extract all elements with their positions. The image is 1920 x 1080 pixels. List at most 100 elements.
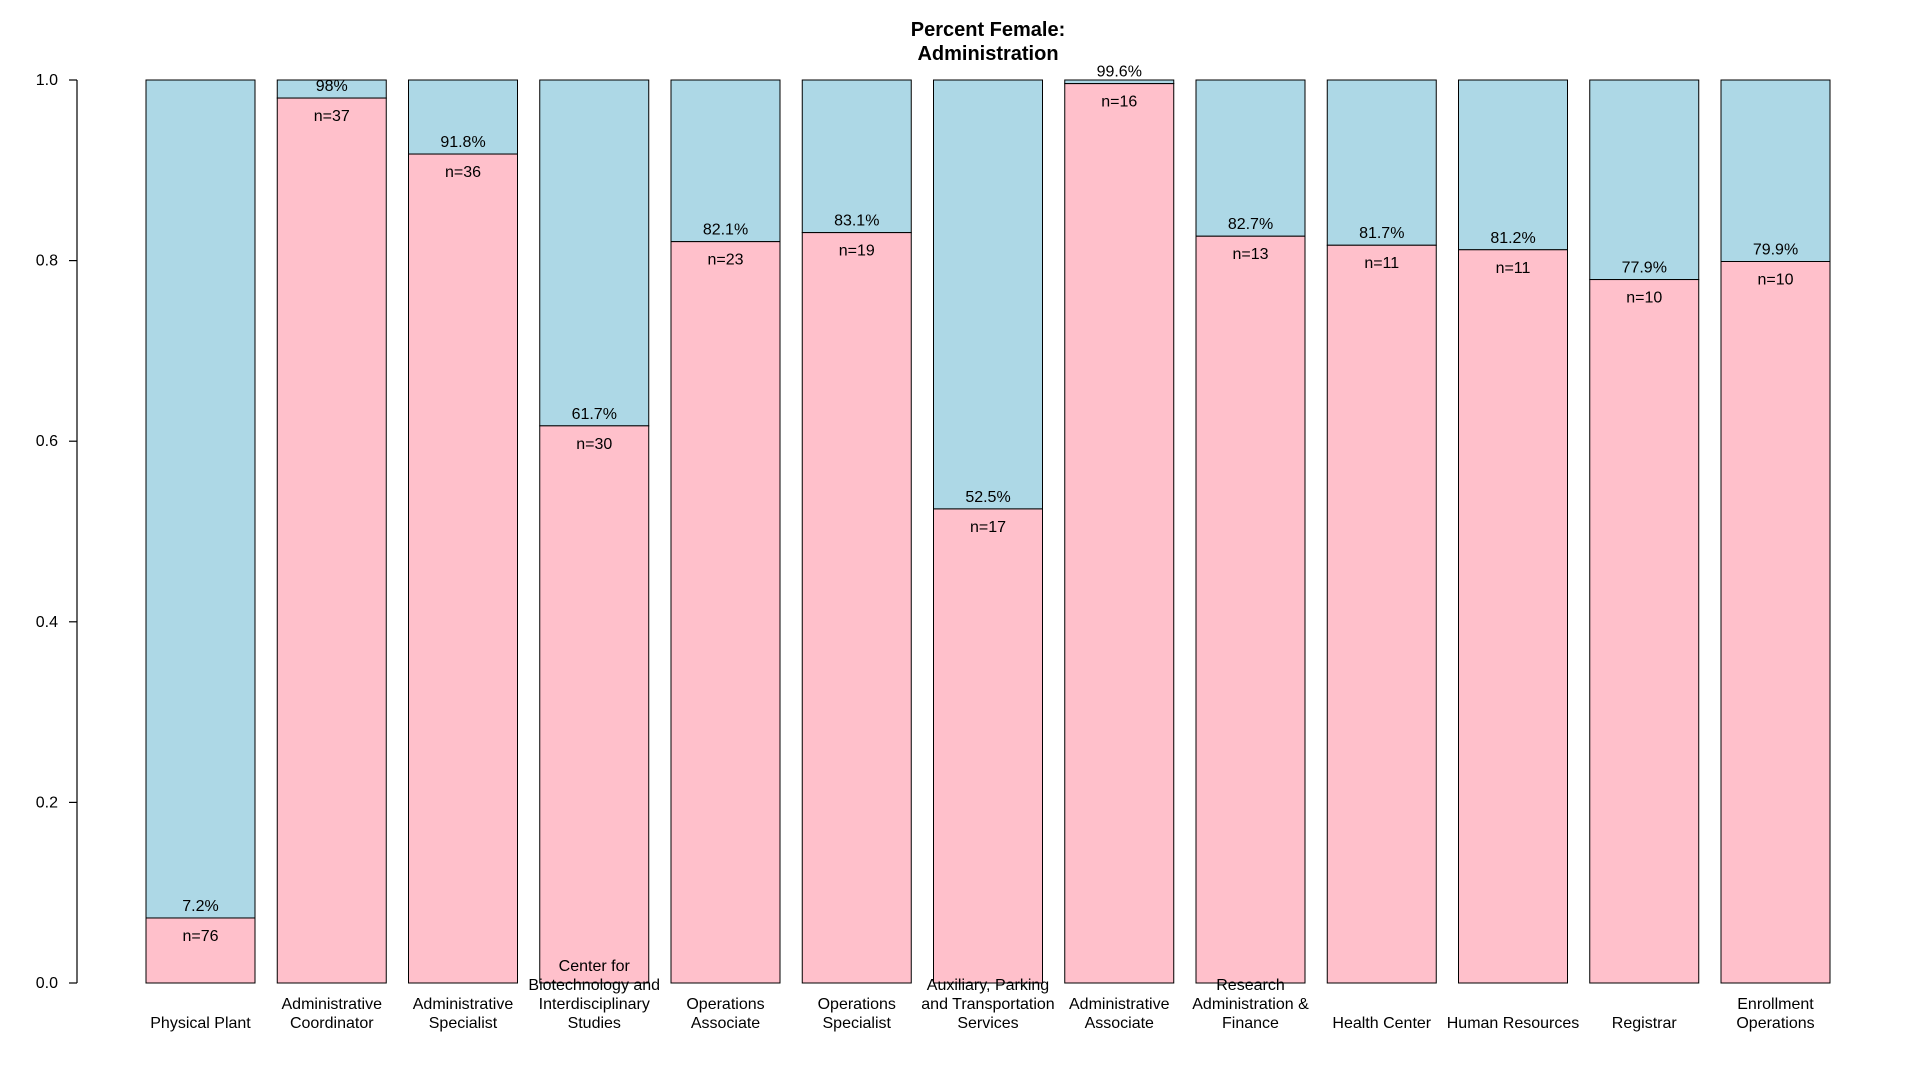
x-category-label: Services	[957, 1015, 1018, 1032]
y-axis: 0.0 0.2 0.4 0.6 0.8 1.0	[36, 72, 78, 992]
x-category-label: Research	[1216, 977, 1284, 994]
bar-percent-label: 7.2%	[182, 898, 218, 915]
bar-segment-female	[1195, 235, 1306, 984]
bar-percent-label: 82.7%	[1228, 216, 1273, 233]
x-category-label: Administrative	[413, 996, 514, 1013]
bar-segment-female	[276, 97, 387, 984]
bar-count-label: n=17	[970, 519, 1006, 536]
bar-count-label: n=30	[576, 436, 612, 453]
bar-group: 79.9% n=10	[1720, 79, 1831, 984]
x-category-label: Health Center	[1332, 1015, 1431, 1032]
bar-group: 91.8% n=36	[408, 79, 518, 984]
bar-segment-male	[1326, 79, 1437, 246]
bar-group: 99.6% n=16	[1064, 64, 1175, 984]
x-category-label: Administrative	[282, 996, 383, 1013]
y-tick-label: 0.4	[36, 614, 58, 631]
bar-segment-female	[1720, 261, 1831, 984]
bar-group: 98% n=37	[276, 78, 387, 984]
bar-count-label: n=13	[1232, 246, 1268, 263]
bar-group: 77.9% n=10	[1589, 79, 1700, 984]
bar-percent-label: 82.1%	[703, 222, 748, 239]
bar-group: 82.1% n=23	[670, 79, 781, 984]
chart-title-line: Percent Female:	[911, 19, 1066, 41]
bar-percent-label: 81.7%	[1359, 225, 1404, 242]
bar-count-label: n=37	[314, 108, 350, 125]
bar-group: 81.2% n=11	[1458, 79, 1568, 984]
bar-percent-label: 77.9%	[1622, 260, 1667, 277]
y-tick-label: 0.0	[36, 975, 58, 992]
y-tick-label: 0.6	[36, 433, 58, 450]
x-category-label: Administration &	[1192, 996, 1309, 1013]
x-category-label: Administrative	[1069, 996, 1170, 1013]
x-category-label: Physical Plant	[150, 1015, 251, 1032]
bar-segment-female	[1064, 83, 1175, 984]
bar-segment-female	[801, 232, 912, 984]
x-category-label: Finance	[1222, 1015, 1279, 1032]
bar-segment-female	[670, 241, 781, 984]
y-tick-label: 0.8	[36, 253, 58, 270]
bar-segment-male	[145, 79, 256, 919]
bar-segment-male	[1589, 79, 1700, 281]
bar-percent-label: 98%	[316, 78, 348, 95]
bar-segment-male	[1458, 79, 1568, 251]
x-category-label: Center for	[559, 958, 631, 975]
x-category-label: Enrollment	[1737, 996, 1814, 1013]
x-category-label: Studies	[568, 1015, 621, 1032]
bar-segment-female	[1458, 249, 1568, 984]
x-category-label: Human Resources	[1447, 1015, 1580, 1032]
bar-segment-male	[1195, 79, 1306, 237]
bar-count-label: n=11	[1496, 260, 1531, 277]
bar-segment-male	[1720, 79, 1831, 263]
bar-group: 81.7% n=11	[1326, 79, 1437, 984]
y-tick-label: 0.2	[36, 794, 58, 811]
bar-count-label: n=19	[839, 243, 875, 260]
bar-segment-female	[539, 425, 650, 984]
bar-count-label: n=10	[1626, 290, 1662, 307]
x-category-label: Associate	[691, 1015, 760, 1032]
bar-count-label: n=11	[1364, 255, 1399, 272]
bar-group: 83.1% n=19	[801, 79, 912, 984]
bar-segment-male	[801, 79, 912, 234]
bar-count-label: n=10	[1757, 272, 1793, 289]
bar-percent-label: 99.6%	[1097, 64, 1142, 81]
bar-percent-label: 81.2%	[1490, 230, 1535, 247]
x-category-label: Registrar	[1612, 1015, 1678, 1032]
bar-count-label: n=23	[707, 252, 743, 269]
bar-segment-male	[539, 79, 650, 427]
x-category-label: Operations	[1736, 1015, 1814, 1032]
bar-group: 52.5% n=17	[933, 79, 1043, 984]
x-category-label: Operations	[686, 996, 764, 1013]
x-category-label: Auxiliary, Parking	[927, 977, 1049, 994]
x-category-label: Operations	[818, 996, 896, 1013]
y-tick-label: 1.0	[36, 72, 58, 89]
bar-segment-female	[145, 917, 256, 984]
x-category-label: Specialist	[823, 1015, 892, 1032]
bar-group: 82.7% n=13	[1195, 79, 1306, 984]
x-category-label: Specialist	[429, 1015, 498, 1032]
bar-group: 61.7% n=30	[539, 79, 650, 984]
bar-count-label: n=16	[1101, 94, 1137, 111]
chart-title-line: Administration	[917, 43, 1058, 65]
bar-segment-male	[670, 79, 781, 243]
bar-percent-label: 61.7%	[572, 406, 617, 423]
bar-count-label: n=36	[445, 164, 481, 181]
bar-segment-female	[1589, 279, 1700, 984]
bar-percent-label: 83.1%	[834, 213, 879, 230]
x-category-label: Associate	[1085, 1015, 1154, 1032]
bar-group: 7.2% n=76	[145, 79, 256, 984]
x-category-label: Coordinator	[290, 1015, 374, 1032]
bar-segment-male	[933, 79, 1043, 510]
bar-segment-female	[933, 508, 1043, 984]
category-labels: Physical Plant Administrative Coordinator A…	[150, 958, 1814, 1032]
x-category-label: and Transportation	[921, 996, 1054, 1013]
bar-segment-female	[1326, 244, 1437, 984]
bar-percent-label: 79.9%	[1753, 242, 1798, 259]
chart-title: Percent Female:Administration	[911, 19, 1066, 65]
bar-percent-label: 52.5%	[965, 489, 1010, 506]
bar-count-label: n=76	[182, 928, 218, 945]
bar-percent-label: 91.8%	[440, 134, 485, 151]
bar-segment-male	[408, 79, 518, 155]
x-category-label: Interdisciplinary	[539, 996, 650, 1013]
x-category-label: Biotechnology and	[528, 977, 660, 994]
